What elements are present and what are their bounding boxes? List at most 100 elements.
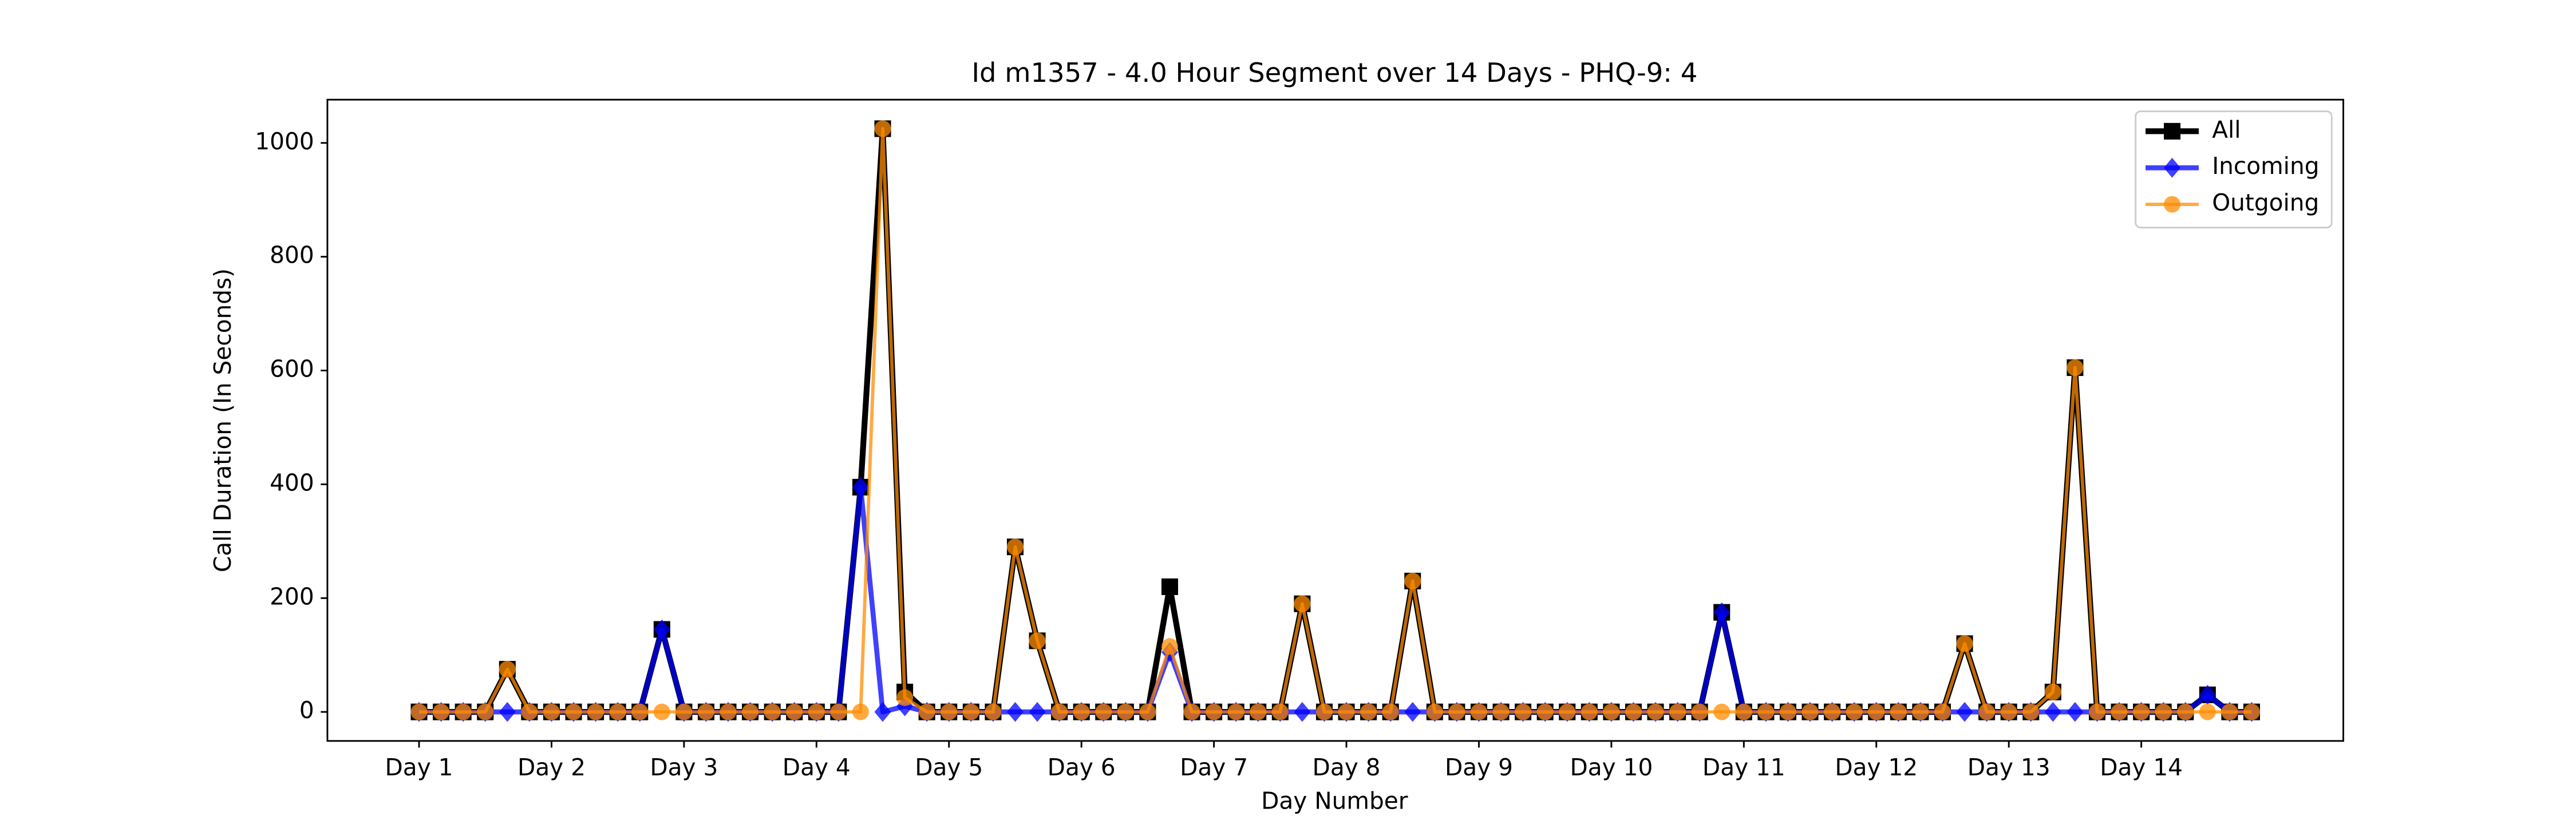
marker xyxy=(1006,538,1024,556)
x-tick-label: Day 14 xyxy=(2100,754,2183,781)
marker xyxy=(1470,703,1487,720)
marker xyxy=(1581,703,1598,720)
marker xyxy=(852,703,869,720)
marker xyxy=(1139,703,1156,720)
marker xyxy=(1095,703,1112,720)
x-tick-label: Day 10 xyxy=(1570,754,1653,781)
marker xyxy=(2177,703,2194,720)
y-axis-label: Call Duration (In Seconds) xyxy=(209,268,236,572)
marker xyxy=(874,702,891,722)
marker xyxy=(1382,703,1399,720)
marker xyxy=(830,703,847,720)
y-tick-label: 800 xyxy=(270,241,314,269)
marker xyxy=(1183,703,1200,720)
marker xyxy=(1713,602,1730,623)
marker xyxy=(1029,632,1046,649)
marker xyxy=(2000,703,2017,720)
marker xyxy=(565,703,582,720)
x-tick-label: Day 11 xyxy=(1702,754,1785,781)
y-tick-label: 0 xyxy=(299,696,314,724)
y-tick-label: 400 xyxy=(270,469,314,496)
marker xyxy=(808,703,825,720)
marker xyxy=(433,703,450,720)
x-tick-label: Day 4 xyxy=(783,754,851,781)
marker xyxy=(1625,703,1642,720)
marker xyxy=(874,120,891,137)
plot-frame xyxy=(326,98,2344,742)
x-tick-label: Day 2 xyxy=(517,754,586,781)
marker xyxy=(1161,638,1178,655)
legend-label: Incoming xyxy=(2212,152,2319,180)
marker xyxy=(653,703,670,720)
marker xyxy=(631,703,649,720)
marker xyxy=(2221,703,2238,720)
marker xyxy=(1073,703,1090,720)
x-tick-label: Day 5 xyxy=(915,754,983,781)
marker xyxy=(896,689,914,706)
marker xyxy=(2133,703,2150,720)
x-tick-label: Day 6 xyxy=(1048,754,1116,781)
x-tick-label: Day 12 xyxy=(1835,754,1918,781)
marker xyxy=(2044,683,2061,700)
marker xyxy=(1051,703,1068,720)
y-tick-label: 200 xyxy=(270,583,314,610)
marker xyxy=(1978,703,1996,720)
marker xyxy=(1404,572,1421,589)
marker xyxy=(1117,703,1134,720)
y-tick-label: 600 xyxy=(270,355,314,383)
marker xyxy=(2199,684,2216,705)
marker xyxy=(720,703,737,720)
marker xyxy=(455,703,472,720)
legend: All Incoming Outgoing xyxy=(2135,110,2333,229)
marker xyxy=(2067,702,2084,722)
marker xyxy=(499,661,516,678)
marker xyxy=(1206,703,1223,720)
marker xyxy=(1846,703,1863,720)
marker xyxy=(1426,703,1443,720)
marker xyxy=(1315,703,1333,720)
marker xyxy=(1801,703,1819,720)
marker xyxy=(1956,635,1973,652)
marker xyxy=(1294,702,1311,722)
chart-title: Id m1357 - 4.0 Hour Segment over 14 Days… xyxy=(971,57,1697,88)
x-tick-label: Day 8 xyxy=(1313,754,1381,781)
marker xyxy=(786,703,803,720)
marker xyxy=(543,703,560,720)
marker xyxy=(1779,703,1796,720)
marker xyxy=(1515,703,1532,720)
marker xyxy=(675,703,693,720)
marker xyxy=(2022,703,2040,720)
marker xyxy=(1669,703,1686,720)
marker xyxy=(521,703,538,720)
marker xyxy=(985,703,1002,720)
marker xyxy=(2067,359,2084,377)
marker xyxy=(2199,703,2216,720)
marker xyxy=(2164,122,2181,140)
marker xyxy=(918,703,935,720)
marker xyxy=(1824,703,1841,720)
marker xyxy=(1559,703,1576,720)
marker xyxy=(1647,703,1664,720)
marker xyxy=(2164,196,2181,213)
marker xyxy=(1338,703,1355,720)
marker xyxy=(2044,702,2061,722)
x-axis-label: Day Number xyxy=(1261,787,1408,814)
marker xyxy=(1890,703,1907,720)
marker xyxy=(1271,703,1289,720)
marker xyxy=(410,703,428,720)
marker xyxy=(609,703,626,720)
marker xyxy=(499,702,516,722)
x-tick-label: Day 9 xyxy=(1445,754,1513,781)
marker xyxy=(1691,703,1708,720)
marker xyxy=(1161,578,1178,595)
series xyxy=(410,120,2260,720)
marker xyxy=(2155,703,2172,720)
x-tick-label: Day 3 xyxy=(650,754,718,781)
marker xyxy=(764,703,781,720)
marker xyxy=(2111,703,2128,720)
marker xyxy=(587,703,605,720)
marker xyxy=(1868,703,1885,720)
legend-box xyxy=(2135,110,2333,229)
